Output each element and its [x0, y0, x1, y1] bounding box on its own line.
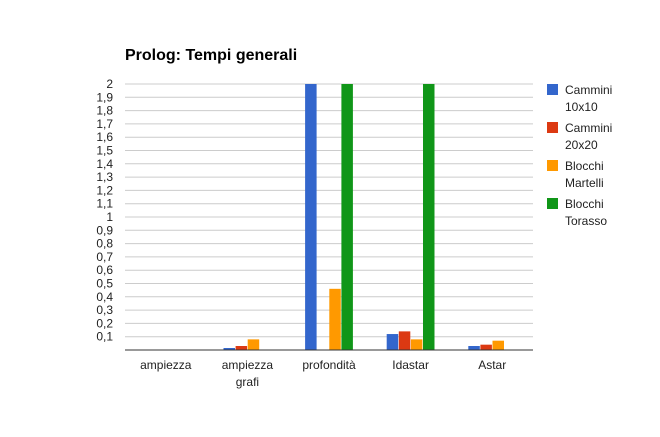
x-axis-labels: ampiezza ampiezza grafi profondità Idastar As… [140, 358, 506, 389]
legend-swatch [547, 84, 558, 95]
bar [423, 84, 435, 350]
legend: Cammini 10x10 Cammini 20x20 Blocchi Martelli B… [547, 83, 612, 228]
y-tick-label: 1,2 [96, 183, 113, 197]
legend-label: Cammini 10x10 [565, 83, 612, 114]
y-tick-label: 1,6 [96, 130, 113, 144]
y-tick-label: 1,1 [96, 197, 113, 211]
chart-title: Prolog: Tempi generali [125, 47, 297, 64]
grid-lines [125, 83, 533, 338]
y-tick-label: 0,5 [96, 277, 113, 291]
y-tick-label: 2 [106, 77, 113, 91]
bar [386, 334, 399, 350]
y-tick-label: 1,7 [96, 117, 113, 131]
y-tick-label: 0,8 [96, 237, 113, 251]
bar [492, 340, 504, 350]
legend-swatch [547, 160, 558, 171]
bar [468, 346, 480, 350]
legend-label: Blocchi Martelli [565, 159, 604, 190]
x-tick-label: profondità [302, 358, 356, 372]
bar [223, 348, 235, 350]
y-tick-label: 0,3 [96, 303, 113, 317]
y-tick-label: 0,9 [96, 223, 113, 237]
legend-label: Cammini 20x20 [565, 121, 612, 152]
bar [305, 84, 317, 350]
bars [223, 84, 504, 350]
bar [247, 339, 260, 350]
y-tick-label: 0,2 [96, 316, 113, 330]
bar [480, 344, 492, 350]
legend-label: Blocchi Torasso [565, 197, 607, 228]
x-tick-label: Astar [478, 358, 506, 372]
y-tick-label: 0,6 [96, 263, 113, 277]
bar [329, 288, 341, 350]
bar [341, 84, 353, 350]
y-tick-label: 1,9 [96, 90, 113, 104]
x-tick-label: ampiezza grafi [222, 358, 274, 389]
legend-swatch [547, 122, 558, 133]
y-tick-label: 1 [106, 210, 113, 224]
y-tick-label: 0,7 [96, 250, 113, 264]
y-axis-ticks: 0,10,20,30,40,50,60,70,80,911,11,21,31,4… [96, 77, 113, 344]
y-tick-label: 1,3 [96, 170, 113, 184]
legend-swatch [547, 198, 558, 209]
x-tick-label: Idastar [392, 358, 429, 372]
y-tick-label: 1,8 [96, 104, 113, 118]
bar [398, 331, 411, 350]
y-tick-label: 1,4 [96, 157, 113, 171]
y-tick-label: 0,1 [96, 330, 113, 344]
x-tick-label: ampiezza [140, 358, 192, 372]
bar [235, 346, 248, 350]
y-tick-label: 1,5 [96, 144, 113, 158]
bar [410, 339, 423, 350]
y-tick-label: 0,4 [96, 290, 113, 304]
